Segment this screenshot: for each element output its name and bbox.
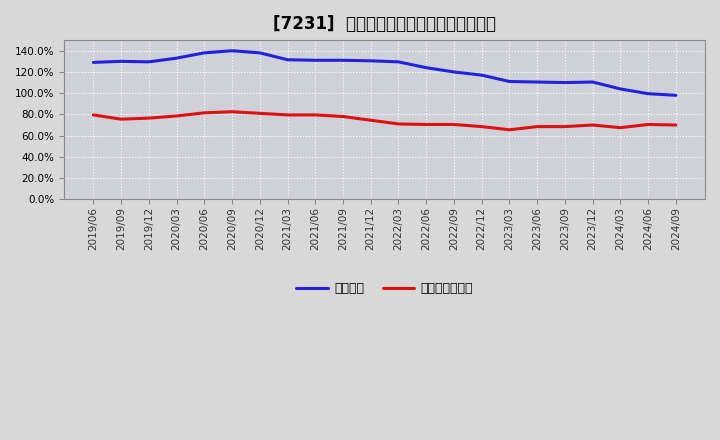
固定比率 xyxy=(200,50,209,55)
固定比率 xyxy=(283,57,292,62)
固定長期適合率 xyxy=(200,110,209,115)
固定長期適合率 xyxy=(256,111,264,116)
固定比率 xyxy=(228,48,236,53)
Line: 固定長期適合率: 固定長期適合率 xyxy=(94,112,676,130)
固定長期適合率 xyxy=(311,112,320,117)
固定長期適合率 xyxy=(477,124,486,129)
固定比率 xyxy=(672,93,680,98)
固定比率 xyxy=(311,58,320,63)
固定比率 xyxy=(644,91,652,96)
固定比率 xyxy=(588,79,597,84)
固定比率 xyxy=(172,55,181,61)
固定長期適合率 xyxy=(394,121,402,127)
固定比率 xyxy=(256,50,264,55)
固定長期適合率 xyxy=(422,122,431,127)
Title: [7231]  固定比率、固定長期適合率の推移: [7231] 固定比率、固定長期適合率の推移 xyxy=(273,15,496,33)
固定比率 xyxy=(533,79,541,84)
固定長期適合率 xyxy=(145,115,153,121)
固定比率 xyxy=(616,86,625,92)
固定長期適合率 xyxy=(672,122,680,128)
固定比率 xyxy=(394,59,402,65)
固定比率 xyxy=(422,65,431,70)
Legend: 固定比率, 固定長期適合率: 固定比率, 固定長期適合率 xyxy=(292,277,478,300)
固定長期適合率 xyxy=(533,124,541,129)
固定長期適合率 xyxy=(117,117,125,122)
固定長期適合率 xyxy=(89,112,98,117)
固定長期適合率 xyxy=(616,125,625,130)
固定比率 xyxy=(505,79,514,84)
固定長期適合率 xyxy=(228,109,236,114)
固定長期適合率 xyxy=(588,122,597,128)
固定長期適合率 xyxy=(283,112,292,117)
固定比率 xyxy=(477,73,486,78)
固定長期適合率 xyxy=(644,122,652,127)
固定比率 xyxy=(117,59,125,64)
固定比率 xyxy=(145,59,153,65)
固定比率 xyxy=(449,70,458,75)
固定長期適合率 xyxy=(366,117,375,123)
固定比率 xyxy=(338,58,347,63)
固定長期適合率 xyxy=(338,114,347,119)
固定比率 xyxy=(561,80,570,85)
固定比率 xyxy=(89,60,98,65)
固定長期適合率 xyxy=(561,124,570,129)
固定比率 xyxy=(366,58,375,63)
固定長期適合率 xyxy=(172,114,181,119)
固定長期適合率 xyxy=(505,127,514,132)
Line: 固定比率: 固定比率 xyxy=(94,51,676,95)
固定長期適合率 xyxy=(449,122,458,127)
